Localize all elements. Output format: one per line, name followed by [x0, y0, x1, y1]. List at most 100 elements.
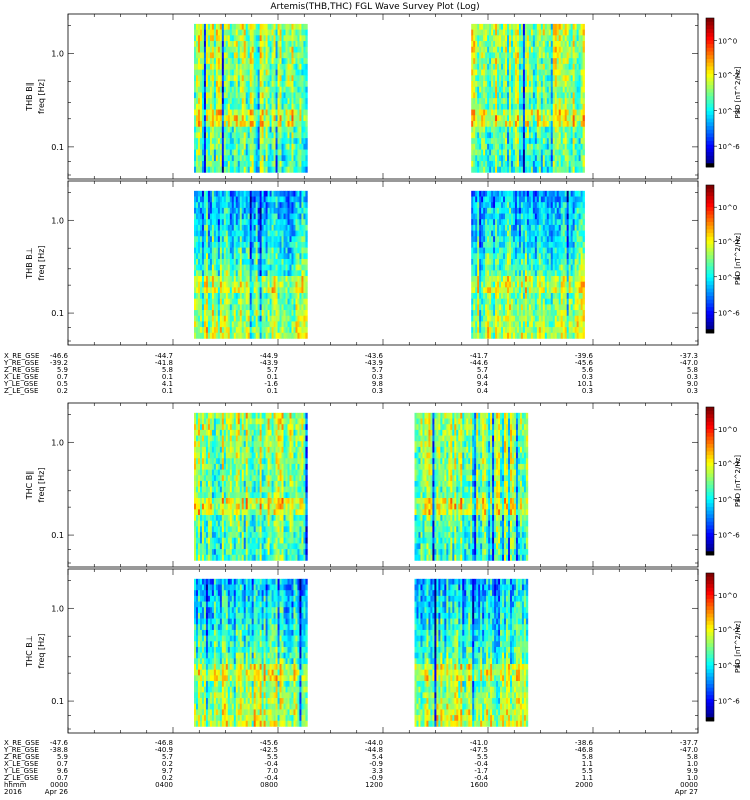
spectrogram-cell: [485, 327, 488, 334]
spectrogram-cell: [265, 190, 268, 197]
spectrogram-cell: [213, 241, 217, 248]
spectrogram-cell: [483, 69, 486, 76]
spectrogram-cell: [532, 166, 536, 173]
spectrogram-cell: [199, 304, 203, 311]
spectrogram-cell: [273, 298, 276, 305]
spectrogram-cell: [251, 258, 254, 265]
spectrogram-cell: [493, 138, 496, 145]
spectrogram-cell: [287, 224, 290, 231]
spectrogram-cell: [493, 46, 496, 53]
spectrogram-cell: [518, 138, 522, 145]
spectrogram-cell: [263, 75, 266, 82]
spectrogram-cell: [562, 109, 566, 116]
spectrogram-cell: [247, 281, 251, 288]
spectrogram-cell: [491, 143, 494, 150]
spectrogram-cell: [485, 287, 488, 294]
spectrogram-cell: [297, 92, 300, 99]
spectrogram-cell: [481, 58, 484, 65]
spectrogram-cell: [540, 121, 544, 128]
spectrogram-cell: [199, 332, 203, 339]
spectrogram-cell: [497, 52, 500, 59]
spectrogram-cell: [297, 69, 300, 76]
spectrogram-cell: [255, 196, 258, 203]
spectrogram-cell: [239, 75, 243, 82]
spectrogram-cell: [209, 304, 213, 311]
spectrogram-cell: [205, 155, 209, 162]
spectrogram-cell: [522, 46, 526, 53]
spectrogram-cell: [235, 121, 239, 128]
spectrogram-cell: [285, 69, 288, 76]
spectrogram-cell: [576, 115, 579, 122]
spectrogram-cell: [215, 315, 219, 322]
spectrogram-cell: [195, 81, 199, 88]
spectrogram-cell: [275, 132, 278, 139]
spectrogram-cell: [293, 160, 296, 167]
spectrogram-cell: [203, 298, 207, 305]
spectrogram-cell: [273, 287, 276, 294]
spectrogram-cell: [271, 63, 274, 70]
spectrogram-cell: [291, 143, 294, 150]
spectrogram-cell: [509, 143, 512, 150]
spectrogram-cell: [225, 58, 229, 65]
spectrogram-cell: [301, 52, 304, 59]
spectrogram-cell: [263, 69, 266, 76]
spectrogram-cell: [503, 52, 506, 59]
spectrogram-cell: [562, 98, 566, 105]
spectrogram-cell: [225, 327, 229, 334]
spectrogram-cell: [253, 35, 256, 42]
spectrogram-cell: [568, 46, 571, 53]
spectrogram-cell: [251, 23, 254, 30]
spectrogram-cell: [572, 29, 575, 36]
spectrogram-cell: [221, 155, 225, 162]
spectrogram-cell: [305, 103, 308, 110]
spectrogram-cell: [301, 46, 304, 53]
spectrogram-cell: [546, 166, 550, 173]
spectrogram-cell: [479, 103, 482, 110]
spectrogram-cell: [299, 63, 302, 70]
spectrogram-cell: [243, 293, 247, 299]
spectrogram-cell: [219, 207, 223, 214]
spectrogram-cell: [227, 23, 231, 30]
spectrogram-cell: [194, 143, 197, 150]
spectrogram-cell: [205, 258, 209, 265]
spectrogram-cell: [548, 75, 552, 82]
spectrogram-cell: [221, 98, 225, 105]
spectrogram-cell: [566, 46, 569, 53]
spectrogram-cell: [503, 121, 506, 128]
spectrogram-cell: [253, 92, 256, 99]
spectrogram-cell: [201, 304, 205, 311]
spectrogram-cell: [205, 41, 209, 48]
spectrogram-cell: [481, 149, 484, 156]
spectrogram-cell: [489, 224, 492, 231]
spectrogram-cell: [499, 52, 502, 59]
spectrogram-cell: [475, 98, 478, 105]
spectrogram-cell: [552, 86, 556, 93]
spectrogram-cell: [522, 98, 526, 105]
spectrogram-cell: [578, 86, 581, 93]
spectrogram-cell: [297, 58, 300, 65]
spectrogram-cell: [275, 310, 278, 317]
spectrogram-cell: [263, 109, 266, 116]
spectrogram-cell: [255, 241, 258, 248]
spectrogram-cell: [199, 160, 203, 167]
spectrogram-cell: [485, 196, 488, 203]
spectrogram-cell: [538, 115, 542, 122]
spectrogram-cell: [497, 327, 500, 334]
spectrogram-cell: [560, 52, 564, 59]
spectrogram-cell: [576, 92, 579, 99]
spectrogram-cell: [271, 69, 274, 76]
spectrogram-cell: [231, 264, 235, 271]
spectrogram-cell: [297, 241, 300, 248]
spectrogram-cell: [491, 213, 494, 220]
spectrogram-cell: [491, 236, 494, 243]
spectrogram-cell: [491, 41, 494, 48]
spectrogram-cell: [267, 46, 270, 53]
spectrogram-cell: [475, 155, 478, 162]
spectrogram-cell: [285, 247, 288, 254]
spectrogram-cell: [554, 126, 558, 133]
spectrogram-cell: [473, 258, 476, 265]
spectrogram-cell: [483, 63, 486, 70]
spectrogram-cell: [499, 109, 502, 116]
spectrogram-cell: [499, 310, 502, 317]
spectrogram-cell: [560, 132, 564, 139]
